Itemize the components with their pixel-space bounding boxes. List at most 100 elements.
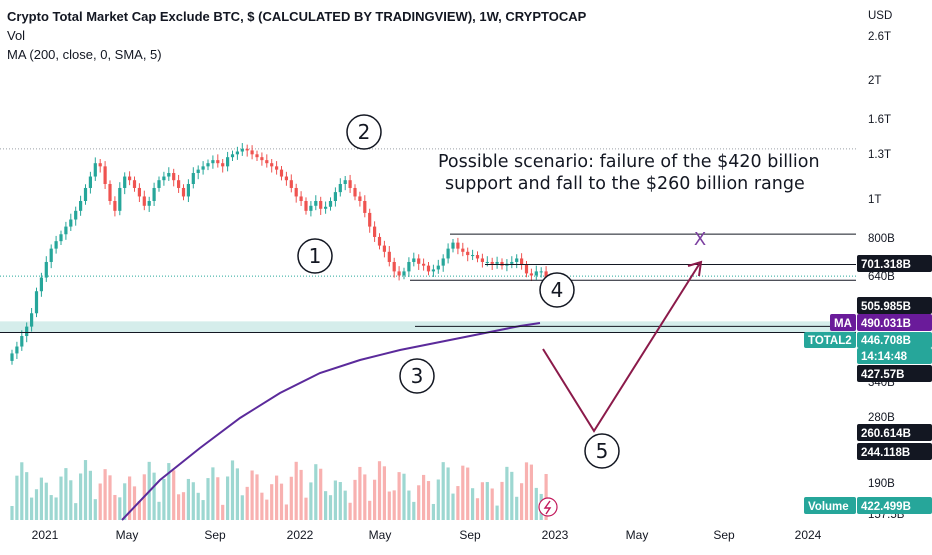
candle-body [397,271,401,276]
volume-bar [240,495,244,520]
candle-body [407,261,411,272]
volume-bar [245,486,249,520]
candle-body [128,176,132,181]
candle-body [44,261,48,278]
candle-body [480,258,484,262]
wave-circle [399,358,435,394]
candle-body [108,183,112,201]
candle-body [333,192,337,201]
tag-ma-label-bg [830,314,856,331]
wave-circle [297,238,333,274]
annotation-line-1: Possible scenario: failure of the $420 b… [438,152,820,172]
volume-bar [284,504,288,520]
tag-countdown-bg [857,348,932,364]
candle-body [422,263,426,266]
volume-bar [152,472,156,520]
volume-bar [304,497,308,520]
tag-701-bg [857,255,932,272]
candle-body [284,176,288,181]
volume-bar [10,506,14,520]
volume-bar [177,494,181,520]
candle-body [485,261,489,263]
volume-bar [353,479,357,520]
volume-bar [235,468,239,520]
volume-bar [15,475,19,520]
candle-body [137,187,141,197]
volume-bar [221,504,225,520]
time-tick: 2022 [287,528,314,542]
tag-506-bg [857,297,932,314]
candle-body [353,187,357,197]
volume-bar [466,467,470,520]
candle-body [436,265,440,270]
projection-arrowhead [687,260,703,277]
candle-body [216,160,220,164]
candle-body [446,248,450,259]
candle-body [529,273,533,276]
candle-body [515,258,519,262]
wave-circle [346,114,382,150]
wave-circle [584,433,620,469]
candle-body [426,265,431,272]
candle-body [412,258,416,262]
volume-bar [211,467,215,520]
candle-body [186,183,190,197]
candle-body [324,206,328,209]
volume-bar [103,469,107,520]
candle-body [466,251,470,256]
candle-body [368,212,372,227]
volume-bar [544,474,548,520]
candle-body [152,187,156,201]
volume-bar [456,486,460,520]
price-tick: 1T [868,194,881,206]
tag-701: 701.318B [861,259,911,271]
legend-title: Crypto Total Market Cap Exclude BTC, $ (… [7,9,587,24]
volume-bar [289,476,293,520]
price-tick: 280B [868,412,895,424]
candle-body [54,241,58,249]
candle-body [25,326,29,337]
time-tick: May [369,528,392,542]
candle-body [64,226,68,235]
tag-244-bg [857,443,932,460]
volume-bar [500,481,504,520]
candle-body [88,176,92,188]
volume-bar [191,482,195,520]
candle-body [69,219,73,227]
candle-body [255,154,259,158]
volume-bar [377,461,382,520]
volume-bar [314,464,318,520]
volume-bar [422,474,426,520]
volume-bar [529,464,533,520]
annotation-line-2: support and fall to the $260 billion ran… [445,174,805,194]
candle-body [363,201,367,213]
candle-body [15,346,19,354]
candle-body [201,166,205,170]
volume-bar [309,482,313,520]
volume-bar [417,485,421,520]
candle-body [490,261,494,264]
volume-bar [79,473,83,520]
volume-bar [93,499,97,520]
volume-bar [39,477,43,520]
tag-symbol-bg [804,332,856,348]
price-tick: 800B [868,233,895,245]
candle-body [495,261,499,264]
volume-bar [206,478,210,520]
time-tick: May [626,528,649,542]
candle-body [275,166,279,170]
volume-bar [510,471,514,520]
candle-body [319,201,323,209]
lightning-icon-bolt [543,500,552,515]
candle-body [456,242,460,249]
candle-body [539,271,543,273]
volume-bar [319,468,323,520]
chart-legend: Crypto Total Market Cap Exclude BTC, $ (… [7,7,586,64]
volume-bar [186,478,190,520]
volume-bar [431,503,435,520]
wave-label: 1 [309,244,322,268]
time-tick: Sep [713,528,735,542]
candle-body [524,264,529,274]
